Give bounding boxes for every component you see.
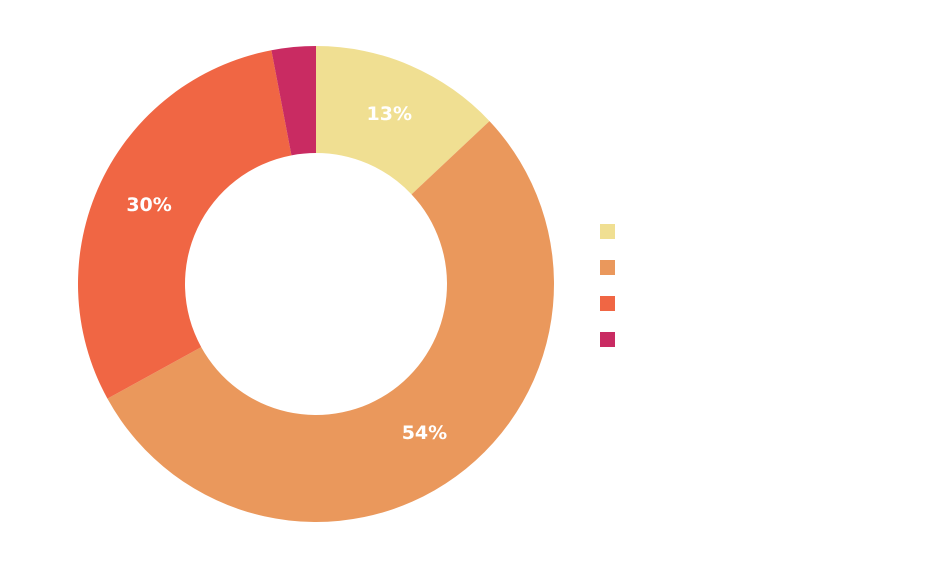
legend-swatch-4 bbox=[600, 331, 615, 347]
chart-legend bbox=[600, 213, 615, 357]
slice-label-1: 13% bbox=[367, 103, 412, 125]
legend-item-2 bbox=[600, 249, 615, 285]
slice-label-3: 30% bbox=[126, 194, 171, 216]
donut-slice-4 bbox=[271, 46, 316, 156]
legend-item-3 bbox=[600, 285, 615, 321]
donut-slice-1 bbox=[316, 46, 490, 195]
donut-slices bbox=[78, 46, 554, 523]
legend-item-4 bbox=[600, 321, 615, 357]
slice-label-2: 54% bbox=[402, 422, 447, 444]
donut-slice-3 bbox=[78, 50, 292, 399]
legend-swatch-1 bbox=[600, 223, 615, 239]
donut-slice-2 bbox=[107, 121, 554, 523]
legend-swatch-2 bbox=[600, 259, 615, 275]
legend-swatch-3 bbox=[600, 295, 615, 311]
legend-item-1 bbox=[600, 213, 615, 249]
donut-slice-labels: 13% 54% 30% bbox=[126, 103, 447, 444]
